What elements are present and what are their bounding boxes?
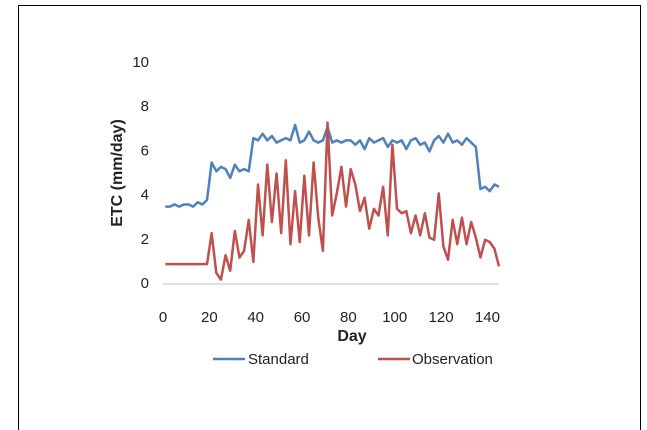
x-axis-title: Day [337, 328, 366, 345]
x-tick-label: 60 [294, 309, 311, 326]
x-tick-label: 40 [247, 309, 264, 326]
x-tick-label: 100 [382, 309, 407, 326]
y-tick-label: 0 [141, 275, 149, 292]
x-tick-label: 20 [201, 309, 218, 326]
y-axis-title: ETC (mm/day) [109, 119, 126, 227]
series-line [165, 123, 500, 208]
y-tick-label: 10 [132, 54, 149, 71]
x-tick-label: 80 [340, 309, 357, 326]
series-line [165, 121, 501, 281]
y-tick-label: 6 [141, 142, 149, 159]
y-tick-label: 8 [141, 98, 149, 115]
legend-label: Standard [248, 351, 309, 368]
y-tick-label: 4 [141, 187, 149, 204]
x-tick-label: 0 [159, 309, 167, 326]
chart-frame [18, 5, 641, 430]
y-tick-label: 2 [141, 231, 149, 248]
x-tick-label: 140 [475, 309, 500, 326]
legend-label: Observation [412, 351, 493, 368]
x-tick-label: 120 [429, 309, 454, 326]
